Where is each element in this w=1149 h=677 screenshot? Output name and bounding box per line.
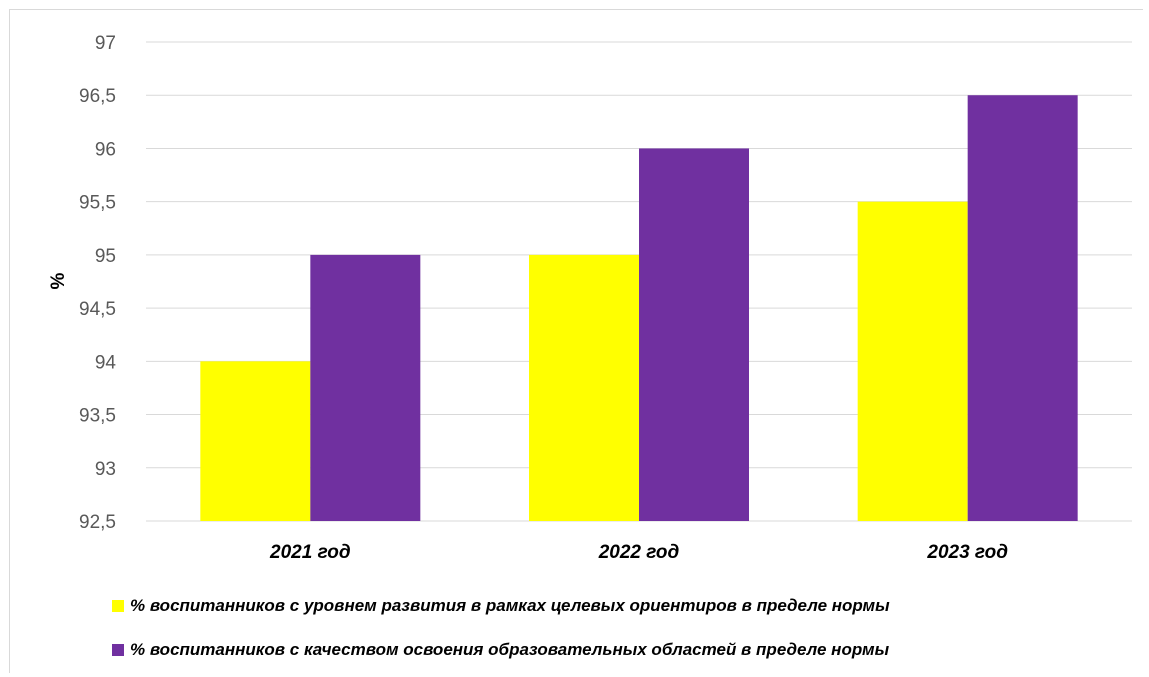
y-axis-label: % bbox=[48, 272, 69, 289]
legend-label-2: % воспитанников с качеством освоения обр… bbox=[130, 640, 890, 659]
x-category-label: 2023 год bbox=[926, 542, 1008, 563]
y-tick-label: 95 bbox=[95, 246, 116, 267]
y-tick-label: 94 bbox=[95, 352, 117, 373]
bar-series-2 bbox=[639, 148, 749, 521]
bar-series-1 bbox=[529, 254, 639, 521]
legend-item-1: % воспитанников с уровнем развития в рам… bbox=[112, 594, 890, 618]
y-tick-label: 92,5 bbox=[79, 512, 116, 533]
y-tick-label: 96,5 bbox=[79, 86, 116, 107]
y-tick-label: 94,5 bbox=[79, 299, 116, 320]
legend-item-2: % воспитанников с качеством освоения обр… bbox=[112, 638, 889, 662]
chart-frame bbox=[9, 9, 1143, 673]
bar-series-2 bbox=[967, 95, 1078, 521]
legend-swatch-1 bbox=[112, 600, 124, 612]
bars bbox=[200, 95, 1078, 521]
y-tick-label: 93,5 bbox=[79, 406, 116, 427]
x-category-label: 2021 год bbox=[269, 542, 351, 563]
bar-series-2 bbox=[310, 254, 421, 521]
legend-swatch-2 bbox=[112, 644, 124, 656]
bar-series-1 bbox=[857, 201, 968, 521]
y-axis-ticks: 92,5 93 93,5 94 94,5 95 95,5 96 96,5 97 bbox=[79, 33, 116, 533]
bar-series-1 bbox=[200, 361, 311, 521]
y-tick-label: 96 bbox=[95, 139, 116, 160]
x-category-label: 2022 год bbox=[598, 542, 680, 563]
legend-label-1: % воспитанников с уровнем развития в рам… bbox=[130, 596, 890, 615]
y-tick-label: 95,5 bbox=[79, 193, 116, 214]
y-tick-label: 93 bbox=[95, 459, 116, 480]
y-tick-label: 97 bbox=[95, 33, 116, 54]
x-axis-categories: 2021 год 2022 год 2023 год bbox=[269, 542, 1008, 563]
